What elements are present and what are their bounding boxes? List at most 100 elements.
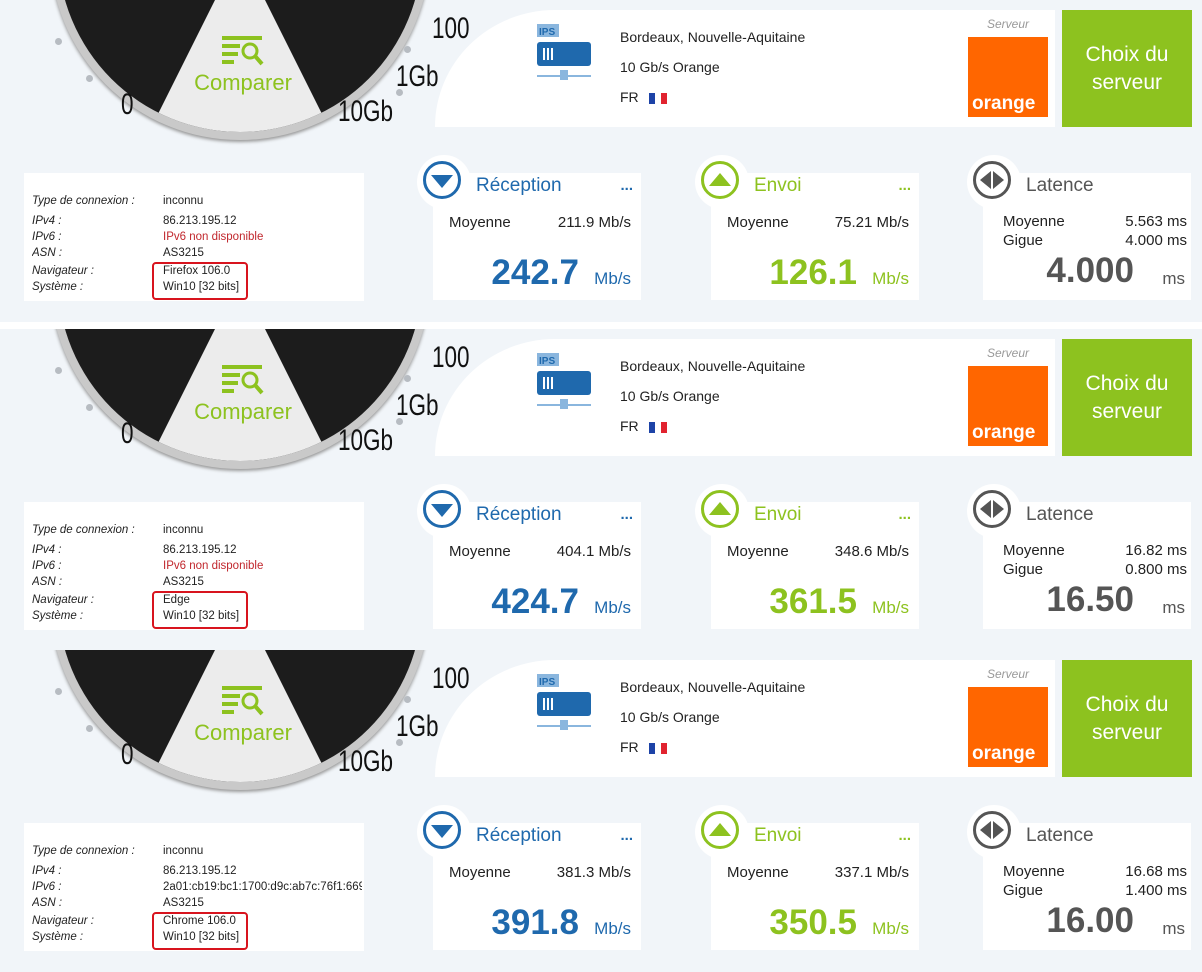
compare-button[interactable]: Comparer (194, 399, 292, 424)
download-avg-label: Moyenne (449, 864, 511, 881)
info-row-connection-type: Type de connexion : inconnu (32, 845, 204, 857)
france-flag-icon (648, 742, 667, 754)
latency-avg-value: 16.68 ms (1125, 863, 1187, 880)
choose-server-button[interactable]: Choix du serveur (1062, 660, 1192, 777)
download-avg-label: Moyenne (449, 214, 511, 231)
upload-title: Envoi (754, 175, 802, 196)
latency-title: Latence (1026, 825, 1094, 846)
compare-icon[interactable] (222, 365, 266, 395)
download-avg-value: 211.9 Mb/s (557, 214, 631, 231)
jitter-label: Gigue (1003, 232, 1044, 249)
highlight-box (152, 591, 248, 629)
upload-more-button[interactable]: ... (898, 177, 911, 194)
connection-info: Opérateur :Orange Type de connexion :inc… (24, 823, 364, 951)
speedtest-result-panel: Comparer 0 100 1Gb 10Gb IPS Bordeaux, No… (0, 650, 1202, 972)
server-icon: IPS (537, 353, 591, 409)
speedtest-result-panel: Comparer 0 100 1Gb 10Gb IPS Bordeaux, No… (0, 329, 1202, 651)
gauge-dot (86, 404, 93, 411)
server-label: Serveur (987, 346, 1030, 360)
upload-more-button[interactable]: ... (898, 827, 911, 844)
download-more-button[interactable]: ... (620, 827, 633, 844)
download-avg-value: 381.3 Mb/s (556, 864, 631, 881)
server-capacity: 10 Gb/s Orange (620, 388, 720, 404)
jitter-value: 1.400 ms (1125, 882, 1187, 899)
upload-arrow-icon (701, 161, 739, 199)
upload-title: Envoi (754, 504, 802, 525)
gauge-tick: 100 (432, 12, 470, 45)
download-more-button[interactable]: ... (620, 506, 633, 523)
latency-icon (973, 811, 1011, 849)
info-row-ipv4: IPv4 :86.213.195.12 (32, 544, 237, 556)
download-unit: Mb/s (594, 919, 631, 938)
latency-unit: ms (1162, 919, 1185, 938)
orange-logo: orange (968, 366, 1048, 446)
info-row-asn: ASN : AS3215 (32, 897, 204, 909)
gauge-tick: 10Gb (338, 745, 394, 778)
gauge-dot (404, 46, 411, 53)
choose-server-button[interactable]: Choix du serveur (1062, 10, 1192, 127)
info-row-browser: Navigateur : Edge (32, 594, 190, 606)
download-title: Réception (476, 504, 562, 525)
server-card: IPS Bordeaux, Nouvelle-Aquitaine 10 Gb/s… (435, 339, 1055, 456)
jitter-label: Gigue (1003, 882, 1044, 899)
upload-avg-value: 348.6 Mb/s (834, 543, 909, 560)
download-speed: 424.7 (491, 582, 579, 621)
connection-info: Opérateur :Orange Type de connexion :inc… (24, 173, 364, 301)
latency-avg-label: Moyenne (1003, 542, 1065, 559)
server-capacity: 10 Gb/s Orange (620, 709, 720, 725)
upload-avg-label: Moyenne (727, 543, 789, 560)
gauge-tick: 100 (432, 662, 470, 695)
latency-value: 16.00 (1046, 901, 1134, 940)
server-country: FR (620, 89, 667, 105)
gauge-dot (404, 696, 411, 703)
info-row-asn: ASN : AS3215 (32, 576, 204, 588)
compare-button[interactable]: Comparer (194, 720, 292, 745)
latency-title: Latence (1026, 504, 1094, 525)
latency-value: 16.50 (1046, 580, 1134, 619)
upload-arrow-icon (701, 811, 739, 849)
download-arrow-icon (423, 490, 461, 528)
connection-info: Opérateur :Orange Type de connexion :inc… (24, 502, 364, 630)
upload-speed: 361.5 (769, 582, 857, 621)
gauge-tick: 100 (432, 341, 470, 374)
france-flag-icon (648, 92, 667, 104)
info-row-ipv6: IPv6 :2a01:cb19:bc1:1700:d9c:ab7c:76f1:6… (32, 881, 362, 893)
info-row-ipv4: IPv4 :86.213.195.12 (32, 215, 237, 227)
info-row-connection-type: Type de connexion : inconnu (32, 195, 204, 207)
latency-icon (973, 161, 1011, 199)
gauge-tick: 0 (121, 417, 134, 450)
upload-arrow-icon (701, 490, 739, 528)
upload-avg-value: 337.1 Mb/s (834, 864, 909, 881)
info-row-asn: ASN : AS3215 (32, 247, 204, 259)
upload-speed: 126.1 (769, 253, 857, 292)
highlight-box (152, 262, 248, 300)
compare-icon[interactable] (222, 686, 266, 716)
upload-more-button[interactable]: ... (898, 506, 911, 523)
compare-button[interactable]: Comparer (194, 70, 292, 95)
download-more-button[interactable]: ... (620, 177, 633, 194)
gauge-tick: 0 (121, 738, 134, 771)
latency-unit: ms (1162, 598, 1185, 617)
download-arrow-icon (423, 161, 461, 199)
ips-badge: IPS (539, 356, 555, 367)
gauge-tick: 1Gb (396, 710, 439, 743)
jitter-value: 4.000 ms (1125, 232, 1187, 249)
gauge-dot (55, 367, 62, 374)
jitter-value: 0.800 ms (1125, 561, 1187, 578)
gauge-dot (86, 75, 93, 82)
compare-icon[interactable] (222, 36, 266, 66)
info-row-ipv4: IPv4 :86.213.195.12 (32, 865, 237, 877)
server-capacity: 10 Gb/s Orange (620, 59, 720, 75)
server-card: IPS Bordeaux, Nouvelle-Aquitaine 10 Gb/s… (435, 660, 1055, 777)
latency-icon (973, 490, 1011, 528)
server-label: Serveur (987, 17, 1030, 31)
upload-card: Envoi ... Moyenne 348.6 Mb/s 361.5 Mb/s (695, 484, 919, 629)
gauge-tick: 1Gb (396, 60, 439, 93)
gauge-dot (55, 38, 62, 45)
choose-server-button[interactable]: Choix du serveur (1062, 339, 1192, 456)
download-title: Réception (476, 825, 562, 846)
info-row-browser: Navigateur : Firefox 106.0 (32, 265, 231, 277)
download-avg-label: Moyenne (449, 543, 511, 560)
info-row-browser: Navigateur : Chrome 106.0 (32, 915, 236, 927)
gauge-dot (396, 739, 403, 746)
